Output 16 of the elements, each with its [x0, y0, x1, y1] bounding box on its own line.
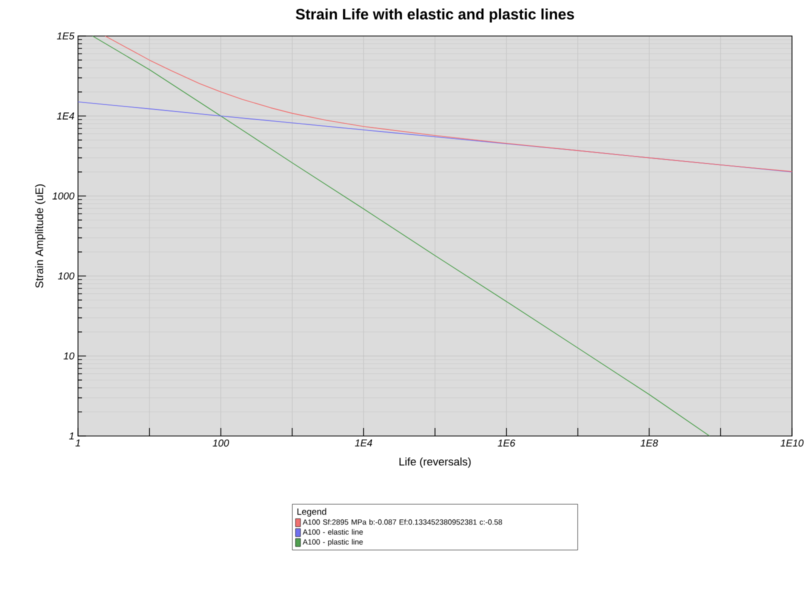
- y-tick-label: 1000: [52, 192, 74, 200]
- y-tick-label: 1: [69, 432, 74, 440]
- x-tick-label: 1E4: [354, 440, 372, 446]
- y-tick-label: 10: [64, 352, 74, 360]
- x-tick-label: 1E6: [498, 440, 516, 447]
- x-tick-label: 1E8: [640, 440, 658, 447]
- chart-title: Strain Life with elastic and plastic lines: [296, 8, 574, 22]
- x-tick-label: 100: [212, 440, 230, 447]
- y-tick-label: 1E5: [56, 32, 74, 40]
- x-axis-title: Life (reversals): [400, 457, 471, 468]
- x-tick-label: 1E10: [780, 440, 804, 447]
- x-tick-label: 1: [75, 440, 80, 446]
- y-tick-label: 100: [58, 272, 74, 280]
- y-axis-title: Strain Amplitude (uE): [35, 184, 46, 288]
- y-tick-label: 1E4: [56, 112, 74, 120]
- legend-title: Legend: [297, 508, 326, 517]
